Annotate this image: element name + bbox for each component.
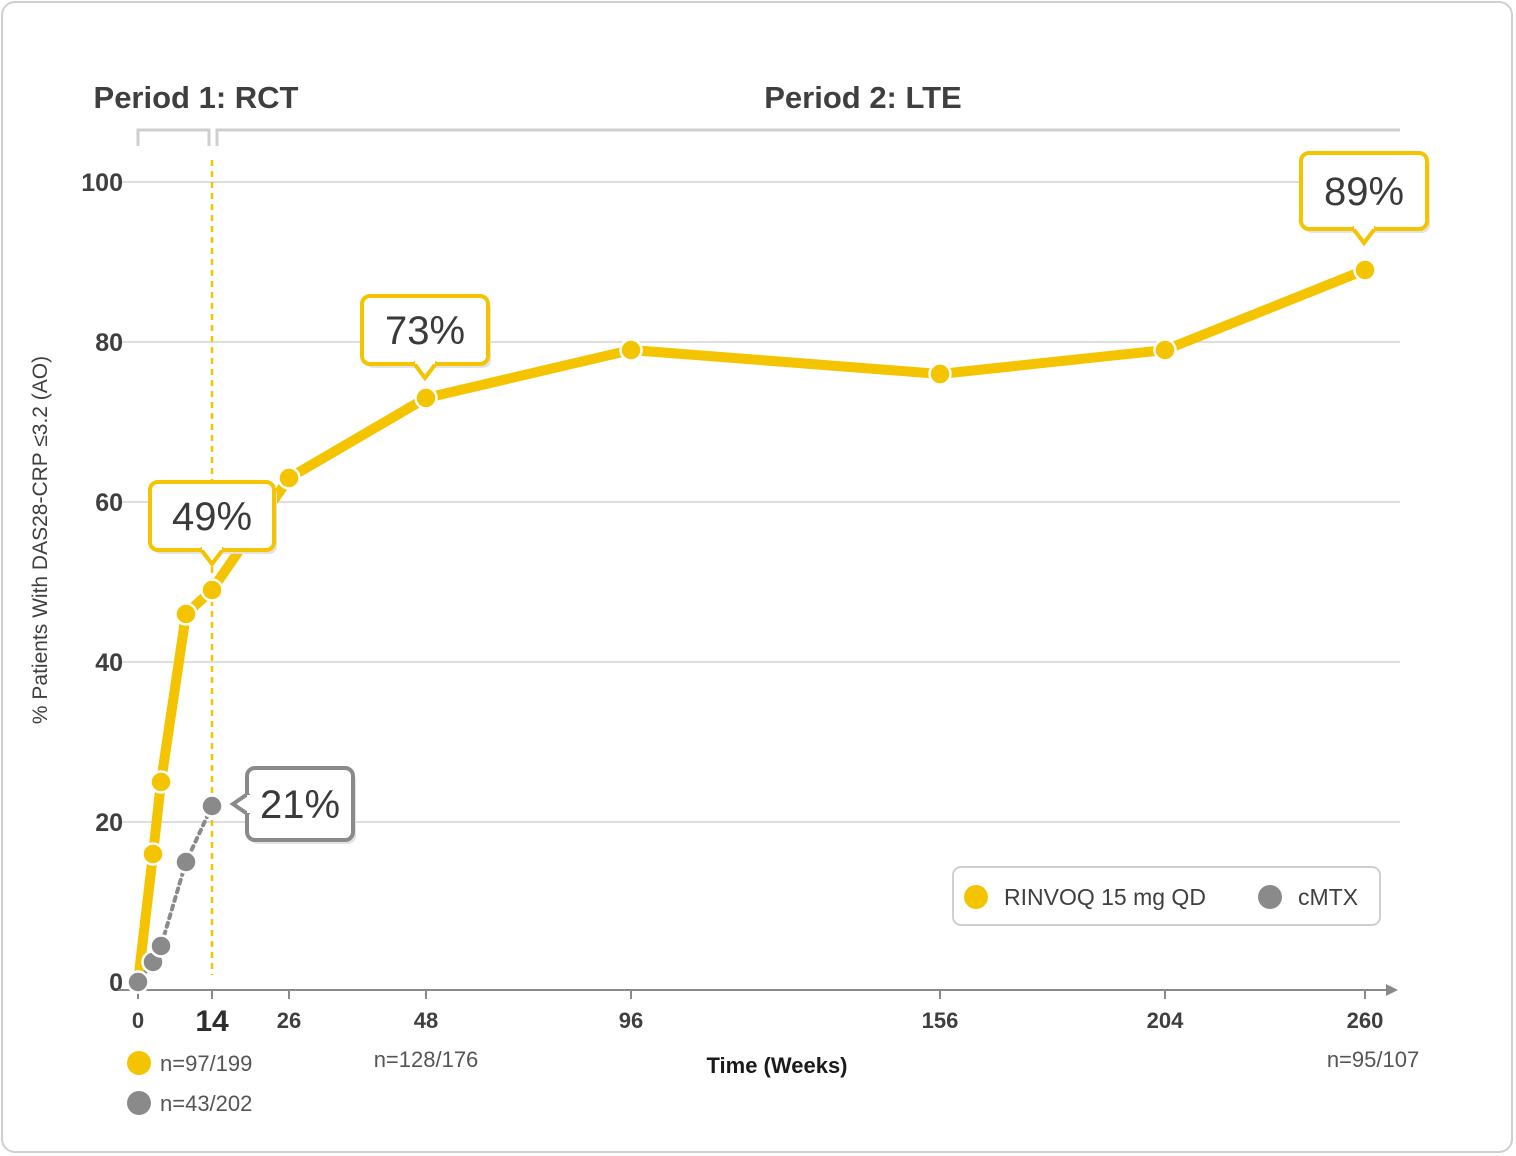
data-point-rinvoq [1153, 338, 1177, 362]
n-count-label: n=43/202 [160, 1091, 252, 1116]
data-point-rinvoq [619, 338, 643, 362]
callout-pointer [1350, 225, 1378, 247]
y-axis-label: % Patients With DAS28-CRP ≤3.2 (AO) [29, 356, 52, 724]
data-point-rinvoq [1353, 258, 1377, 282]
data-point-rinvoq [414, 386, 438, 410]
callout-label: 49% [172, 495, 252, 539]
legend-marker-cmtx [1258, 885, 1282, 909]
callout-73pct: 73% [360, 294, 491, 382]
callout-label: 89% [1324, 170, 1404, 214]
data-point-cmtx [200, 794, 224, 818]
callout-label: 21% [260, 783, 340, 827]
data-point-cmtx [149, 934, 173, 958]
period-1-label: Period 1: RCT [94, 80, 299, 115]
n-count-marker [127, 1051, 151, 1075]
x-tick-label: 96 [619, 1008, 643, 1033]
y-tick-label: 0 [109, 969, 123, 997]
x-tick-label: 156 [922, 1008, 959, 1033]
data-point-rinvoq [141, 842, 165, 866]
legend-label-rinvoq: RINVOQ 15 mg QD [1004, 884, 1206, 910]
n-counts: n=97/199 n=43/202 n=128/176 n=95/107 [127, 1047, 1419, 1116]
legend-marker-rinvoq [964, 885, 988, 909]
y-tick-label: 60 [95, 489, 123, 517]
y-tick-label: 20 [95, 809, 123, 837]
callout-pointer [411, 360, 439, 382]
data-point-rinvoq [149, 770, 173, 794]
y-tick-label: 80 [95, 329, 123, 357]
callout-49pct: 49% [148, 480, 277, 568]
x-tick-label: 48 [414, 1008, 438, 1033]
data-point-cmtx [174, 850, 198, 874]
callout-21pct: 21% [229, 766, 356, 844]
n-count-label: n=128/176 [374, 1047, 479, 1072]
callout-89pct: 89% [1299, 151, 1430, 247]
n-count-marker [127, 1091, 151, 1115]
x-tick-label: 204 [1147, 1008, 1184, 1033]
x-tick-label: 14 [195, 1005, 229, 1038]
n-count-label: n=95/107 [1327, 1047, 1419, 1072]
period-1-bracket [136, 128, 211, 146]
data-point-rinvoq [174, 602, 198, 626]
legend-label-cmtx: cMTX [1298, 884, 1358, 910]
y-tick-label: 40 [95, 649, 123, 677]
axes: 0 20 40 60 80 100 0 14 26 48 96 156 204 260 Time (Week… [29, 160, 1398, 1078]
legend: RINVOQ 15 mg QD cMTX [952, 866, 1381, 926]
callout-pointer [229, 791, 251, 817]
callout-pointer [198, 546, 226, 568]
data-point-rinvoq [200, 578, 224, 602]
x-tick-label: 26 [277, 1008, 301, 1033]
legend-box [952, 866, 1381, 926]
period-brackets: Period 1: RCT Period 2: LTE [94, 80, 1400, 146]
data-point-rinvoq [277, 466, 301, 490]
y-tick-label: 100 [81, 169, 123, 197]
x-axis-arrow [1386, 984, 1398, 996]
period-2-bracket [215, 128, 1400, 146]
series-layer [126, 258, 1377, 994]
period-2-label: Period 2: LTE [764, 80, 962, 115]
x-tick-label: 260 [1347, 1008, 1384, 1033]
callout-label: 73% [385, 309, 465, 353]
n-count-label: n=97/199 [160, 1051, 252, 1076]
x-axis-label: Time (Weeks) [706, 1053, 847, 1078]
data-point-rinvoq [928, 362, 952, 386]
callouts: 49% 73% 89% 21% [148, 151, 1430, 844]
x-tick-label: 0 [132, 1008, 144, 1033]
data-point-cmtx [126, 970, 150, 994]
grid-lines [118, 181, 1400, 823]
